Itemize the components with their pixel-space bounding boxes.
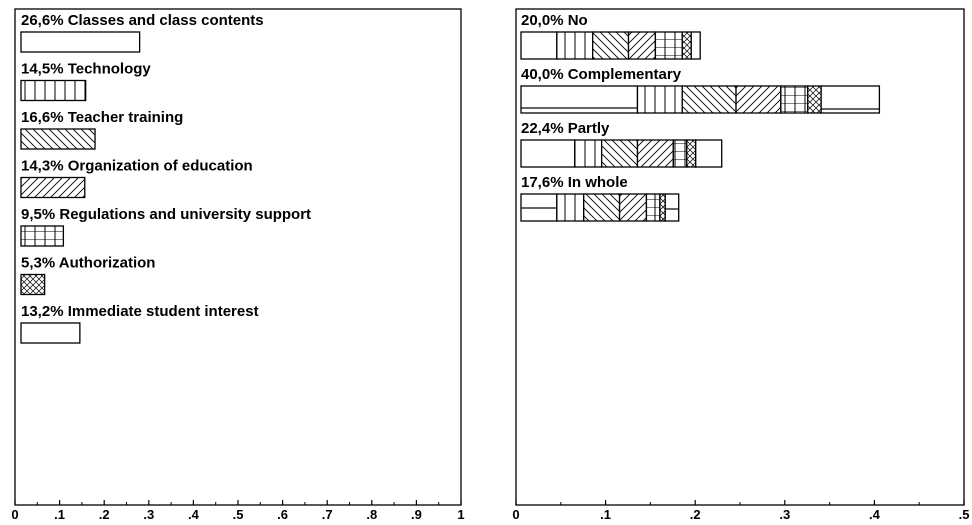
- bar-segment: [520, 139, 576, 168]
- bar-label: 13,2% Immediate student interest: [21, 303, 259, 320]
- bar: [20, 128, 96, 150]
- x-tick-label: 0: [11, 507, 18, 522]
- bar-segment: [654, 31, 683, 60]
- bar-segment: [690, 31, 701, 60]
- bar: [20, 79, 87, 102]
- x-tick-label: .7: [322, 507, 333, 522]
- x-tick-label: .9: [411, 507, 422, 522]
- left-panel: 26,6% Classes and class contents 14,5% Te…: [20, 12, 311, 344]
- bar-segment: [592, 31, 630, 60]
- x-tick-label: .5: [959, 507, 970, 522]
- bar: [20, 322, 81, 344]
- bar-label: 40,0% Complementary: [521, 66, 682, 83]
- bar-label: 14,3% Organization of education: [21, 158, 253, 175]
- bar-label: 17,6% In whole: [521, 174, 628, 191]
- bar-segment: [681, 31, 692, 60]
- bar-segment: [583, 193, 621, 222]
- bar-segment: [574, 139, 603, 168]
- x-tick-label: 1: [457, 507, 464, 522]
- x-tick-label: .6: [277, 507, 288, 522]
- bar: [20, 31, 141, 53]
- bar-label: 5,3% Authorization: [21, 255, 155, 272]
- bar-segment: [636, 85, 683, 114]
- bar-segment: [520, 31, 558, 60]
- right-panel-frame: [515, 8, 965, 506]
- bar-segment: [672, 139, 688, 168]
- axes: 0 .1 .2 .3 .4 .5 .6 .7 .8 .9 1 0 .1 .2 .3 .4 .5: [11, 500, 969, 522]
- bar-segment: [636, 139, 674, 168]
- bar-segment: [627, 31, 657, 60]
- x-tick-label: .8: [366, 507, 377, 522]
- bar-segment: [686, 139, 697, 168]
- bar-segment: [520, 193, 558, 222]
- x-tick-label: .2: [99, 507, 110, 522]
- bar-label: 22,4% Partly: [521, 120, 610, 137]
- x-tick-label: .4: [188, 507, 200, 522]
- x-tick-label: .1: [600, 507, 611, 522]
- bar-segment: [659, 193, 666, 222]
- bar-segment: [556, 193, 585, 222]
- bar-label: 14,5% Technology: [21, 61, 151, 78]
- x-tick-label: .2: [690, 507, 701, 522]
- bar: [20, 176, 86, 199]
- bar-segment: [618, 193, 648, 222]
- bar-segment: [695, 139, 723, 168]
- x-tick-label: .4: [869, 507, 881, 522]
- bar-segment: [556, 31, 594, 60]
- bar-segment: [645, 193, 661, 222]
- bar-segment: [600, 139, 639, 168]
- bar-segment: [520, 85, 639, 114]
- bar: [20, 273, 46, 296]
- bar-label: 16,6% Teacher training: [21, 109, 183, 126]
- x-tick-label: .3: [143, 507, 154, 522]
- bar-label: 9,5% Regulations and university support: [21, 206, 311, 223]
- bar-label: 20,0% No: [521, 12, 588, 29]
- bar-segment: [664, 193, 680, 222]
- x-tick-label: .1: [54, 507, 65, 522]
- bar-segment: [780, 85, 809, 114]
- bar: [20, 225, 65, 247]
- bar-segment: [820, 85, 881, 114]
- x-tick-label: .5: [233, 507, 244, 522]
- right-panel: 20,0% No 40,0% Complementary 22,4% Partly 1…: [520, 12, 881, 222]
- x-tick-label: .3: [779, 507, 790, 522]
- bar-segment: [681, 85, 737, 114]
- bar-segment: [807, 85, 822, 114]
- bar-label: 26,6% Classes and class contents: [21, 12, 264, 29]
- bar-segment: [735, 85, 782, 114]
- x-tick-label: 0: [512, 507, 519, 522]
